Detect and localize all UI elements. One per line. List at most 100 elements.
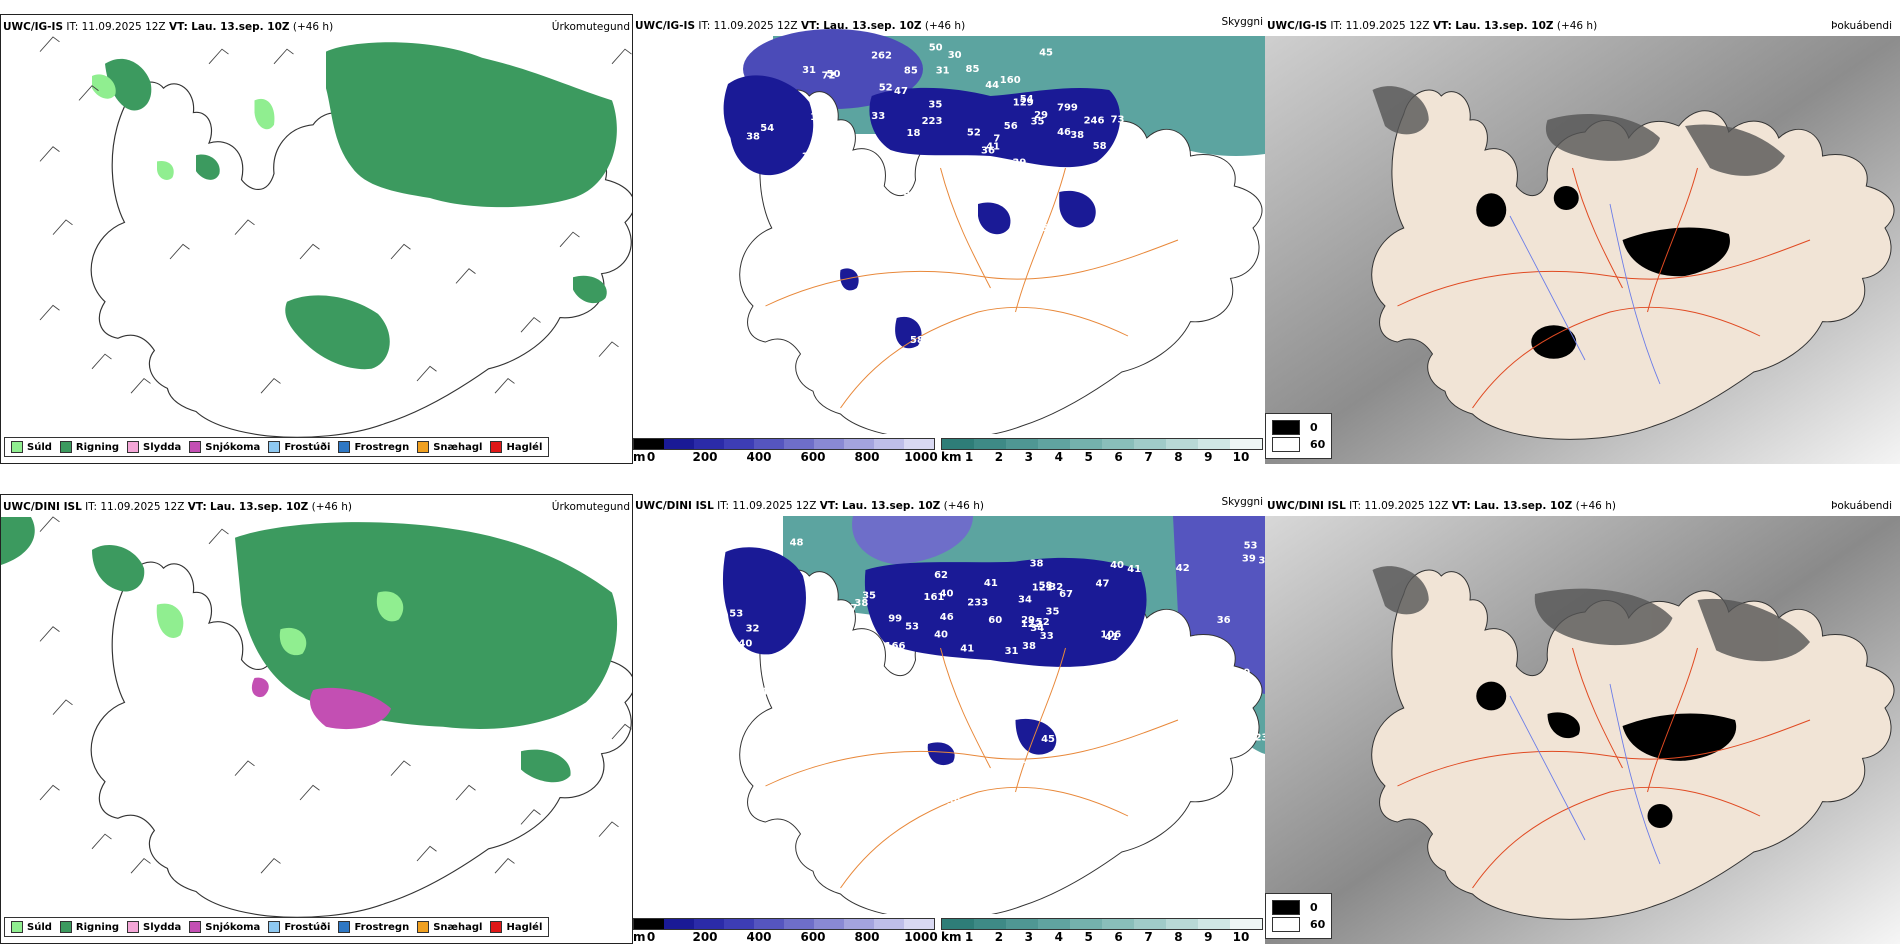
ceiling-value-label: 30 xyxy=(1197,722,1211,733)
ceiling-value-label: 35 xyxy=(928,99,942,110)
ceiling-value-label: 45 xyxy=(1041,734,1055,745)
ceiling-value-label: 63 xyxy=(949,182,963,193)
ceiling-value-label: 41 xyxy=(984,578,998,589)
ceiling-value-label: 90 xyxy=(787,683,801,694)
legend-item: Slydda xyxy=(127,921,181,933)
ceiling-value-label: 160 xyxy=(1000,75,1021,86)
ceiling-value-label: 35 xyxy=(1031,117,1045,128)
ceiling-colorbar: m 0 200 400 600 800 1000 xyxy=(633,918,938,944)
ceiling-value-label: 54 xyxy=(978,236,992,247)
fog-map xyxy=(1265,36,1900,464)
roads xyxy=(765,167,1179,409)
ceiling-value-label: 39 xyxy=(1242,553,1256,564)
roads xyxy=(765,647,1179,889)
panel-title: Þokuábendi xyxy=(1831,20,1892,32)
ceiling-value-label: 58 xyxy=(1093,141,1107,152)
ceiling-value-label: 39 xyxy=(792,643,806,654)
ceiling-value-label: 38 xyxy=(854,598,868,609)
ceiling-value-label: 360 xyxy=(957,768,978,779)
visibility-colorbar: km 1 2 3 4 5 6 7 8 9 10 xyxy=(941,438,1263,464)
ceiling-value-label: 50 xyxy=(929,43,943,54)
legend-item: Rigning xyxy=(59,441,119,453)
fog-legend: 0 60 xyxy=(1265,893,1333,939)
ceiling-value-label: 45 xyxy=(904,188,918,199)
ceiling-value-label: 112 xyxy=(810,112,831,123)
roads xyxy=(1397,647,1811,889)
ceiling-value-label: 46 xyxy=(1057,127,1071,138)
precip-panel-igis: UWC/IG-IS IT: 11.09.2025 12Z VT: Lau. 13… xyxy=(0,14,633,464)
ceiling-value-label: 52 xyxy=(1060,767,1074,778)
ceiling-value-label: 49 xyxy=(1013,161,1027,172)
drizzle-area xyxy=(156,591,404,656)
precip-map xyxy=(39,36,632,438)
ceiling-value-label: 18 xyxy=(907,128,921,139)
ceiling-panel-dini: UWC/DINI ISL IT: 11.09.2025 12Z VT: Lau.… xyxy=(633,494,1265,944)
fog-map xyxy=(1265,516,1900,944)
ceiling-value-label: 40 xyxy=(738,638,752,649)
ceiling-value-label: 52 xyxy=(967,128,981,139)
ceiling-value-label: 32 xyxy=(746,623,760,634)
ceiling-value-label: 34 xyxy=(1030,623,1044,634)
panel-header: UWC/IG-IS IT: 11.09.2025 12Z VT: Lau. 13… xyxy=(1267,20,1598,32)
ceiling-value-label: 262 xyxy=(871,51,892,62)
ceiling-value-label: 33 xyxy=(871,111,885,122)
ceiling-map: 1222624139352750302938374138453624610254… xyxy=(633,29,1265,434)
ceiling-value-label: 35 xyxy=(876,213,890,224)
ceiling-panel-igis: UWC/IG-IS IT: 11.09.2025 12Z VT: Lau. 13… xyxy=(633,14,1265,464)
ceiling-value-label: 67 xyxy=(919,167,933,178)
ceiling-value-label: 131 xyxy=(1027,297,1048,308)
ceiling-value-label: 122 xyxy=(1021,619,1042,630)
legend-item: Snæhagl xyxy=(417,441,482,453)
ceiling-value-label: 36 xyxy=(1217,615,1231,626)
drizzle-area xyxy=(92,74,275,180)
legend-item: Haglél xyxy=(490,921,542,933)
fog-area xyxy=(1372,86,1785,176)
dense-fog-area xyxy=(1476,186,1730,359)
ceiling-value-label: 64 xyxy=(871,178,885,189)
ceiling-value-label: 176 xyxy=(796,190,817,201)
ceiling-value-label: 41 xyxy=(1071,332,1085,343)
ceiling-value-label: 53 xyxy=(1244,541,1258,552)
rivers xyxy=(1509,683,1661,865)
panel-header: UWC/IG-IS IT: 11.09.2025 12Z VT: Lau. 13… xyxy=(635,20,966,32)
rain-area xyxy=(105,42,617,370)
rivers xyxy=(1509,203,1661,385)
ceiling-labels: 1222624139352750302938374138453624610254… xyxy=(746,43,1124,346)
ceiling-value-label: 61 xyxy=(1199,724,1213,735)
ceiling-value-label: 186 xyxy=(826,685,847,696)
ceiling-value-label: 48 xyxy=(826,256,840,267)
ceiling-value-label: 38 xyxy=(1030,558,1044,569)
ceiling-value-label: 38 xyxy=(1070,130,1084,141)
roads xyxy=(1397,167,1811,409)
ceiling-value-label: 27 xyxy=(1016,761,1030,772)
legend-item: Frostúði xyxy=(268,921,330,933)
ceiling-value-label: 41 xyxy=(1105,632,1119,643)
ceiling-value-label: 152 xyxy=(1076,776,1097,787)
legend-item: Haglél xyxy=(490,441,542,453)
ceiling-value-label: 60 xyxy=(988,615,1002,626)
legend-item: Frostúði xyxy=(268,441,330,453)
ceiling-value-label: 161 xyxy=(924,592,945,603)
ceiling-value-label: 42 xyxy=(761,687,775,698)
ceiling-value-label: 41 xyxy=(800,213,814,224)
legend-item: Snjókoma xyxy=(189,921,260,933)
legend-item: Frostregn xyxy=(338,441,409,453)
ceiling-value-label: 32 xyxy=(985,172,999,183)
ceiling-value-label: 15 xyxy=(868,251,882,262)
panel-title: Þokuábendi xyxy=(1831,500,1892,512)
panel-title: Skyggni xyxy=(1221,496,1264,508)
dense-fog-area xyxy=(1476,681,1737,828)
ceiling-value-label: 50 xyxy=(827,69,841,80)
ceiling-value-label: 45 xyxy=(1039,47,1053,58)
ceiling-value-label: 37 xyxy=(1078,787,1092,798)
ceiling-value-label: 40 xyxy=(982,237,996,248)
precip-legend: Súld Rigning Slydda Snjókoma Frostúði Fr… xyxy=(4,917,550,937)
ceiling-value-label: 44 xyxy=(985,80,999,91)
ceiling-value-label: 52 xyxy=(1036,617,1050,628)
ceiling-value-label: 47 xyxy=(894,86,908,97)
legend-item: Slydda xyxy=(127,441,181,453)
ceiling-value-label: 145 xyxy=(827,204,848,215)
ceiling-value-label: 40 xyxy=(1110,560,1124,571)
ceiling-value-label: 40 xyxy=(1224,706,1238,717)
